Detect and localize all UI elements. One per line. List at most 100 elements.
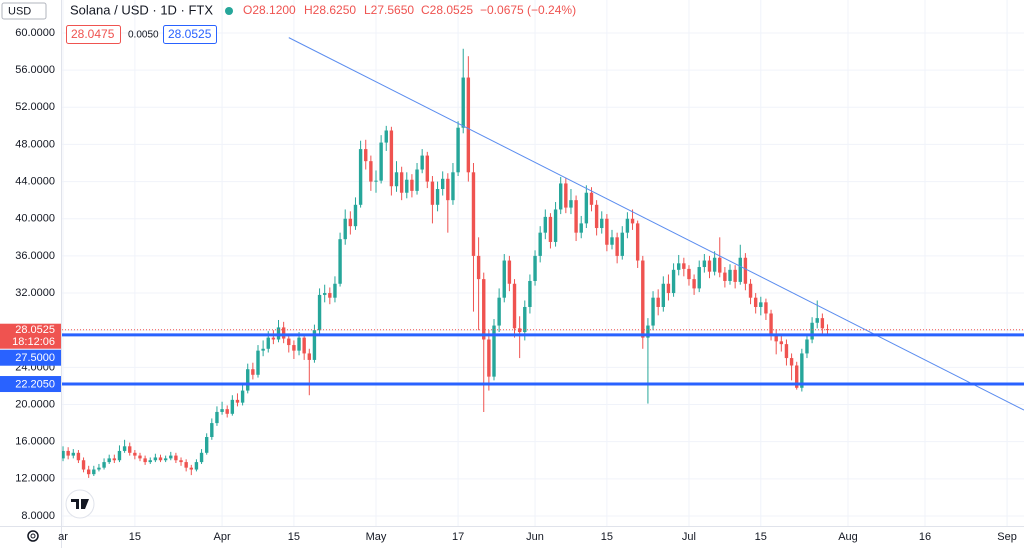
candle-body	[810, 322, 814, 340]
candle-body	[240, 390, 245, 403]
candle-body	[497, 297, 501, 326]
y-tick-label: 52.0000	[15, 101, 55, 113]
candle-body	[548, 216, 553, 242]
candle-body	[210, 423, 214, 438]
candle-body	[512, 283, 517, 329]
candle-body	[81, 460, 86, 470]
x-tick-label: Jun	[526, 531, 544, 543]
buy-box[interactable]	[163, 25, 217, 44]
x-tick-label: 15	[288, 531, 300, 543]
candle-body	[384, 130, 388, 143]
candle-body	[759, 302, 763, 307]
x-tick-label: ar	[58, 531, 68, 543]
candle-body	[456, 127, 460, 173]
candle-body	[774, 334, 778, 342]
candle-body	[112, 458, 117, 461]
candle-body	[158, 457, 163, 461]
candle-body	[795, 365, 799, 388]
candle-body	[117, 450, 122, 461]
candle-body	[189, 467, 193, 470]
status-dot	[225, 7, 233, 15]
candle-body	[707, 260, 712, 272]
candle-body	[317, 294, 322, 331]
candle-body	[246, 369, 250, 391]
candle-body	[764, 302, 768, 314]
candle-body	[338, 239, 342, 284]
candle-body	[394, 172, 399, 187]
candle-body	[215, 411, 219, 424]
candle-body	[369, 161, 373, 182]
candle-body	[594, 204, 599, 229]
candle-body	[415, 169, 419, 191]
candle-body	[102, 462, 106, 468]
candle-body	[523, 306, 527, 333]
candle-body	[302, 337, 306, 354]
candle-body	[425, 155, 430, 182]
currency-label[interactable]: USD	[8, 5, 31, 17]
ask-price[interactable]: 28.0525	[168, 27, 212, 41]
candle-body	[153, 457, 158, 461]
candle-body	[143, 458, 147, 463]
candle-body	[666, 283, 671, 294]
candle-body	[533, 255, 537, 281]
candle-body	[769, 313, 773, 335]
candle-body	[671, 269, 676, 294]
candle-body	[405, 179, 409, 193]
candle-body	[656, 297, 660, 307]
candle-body	[420, 155, 424, 170]
candle-body	[353, 204, 358, 227]
candle-body	[553, 209, 558, 242]
candle-body	[220, 409, 224, 412]
candle-body	[677, 263, 681, 270]
candle-body	[651, 297, 655, 326]
candle-body	[122, 446, 127, 451]
currency-select[interactable]	[1, 2, 47, 20]
candle-body	[364, 149, 368, 162]
bid-price[interactable]: 28.0475	[71, 27, 115, 41]
x-tick-label: 16	[919, 531, 931, 543]
candle-body	[446, 178, 450, 201]
candle-body	[743, 257, 748, 284]
candle-body	[374, 180, 378, 182]
candle-body	[133, 452, 137, 456]
candle-body	[76, 452, 81, 461]
y-tick-label: 60.0000	[15, 27, 55, 39]
x-tick-label: Aug	[838, 531, 858, 543]
candle-body	[789, 358, 794, 366]
candle-body	[476, 255, 481, 280]
candle-body	[589, 192, 594, 205]
legend-open: O28.1200	[243, 3, 296, 17]
legend-high: H28.6250	[304, 3, 356, 17]
countdown-label: 18:12:06	[12, 336, 55, 348]
trend-line	[288, 37, 1024, 411]
candle-body	[179, 460, 183, 463]
candle-body	[702, 260, 707, 268]
y-tick-label: 48.0000	[15, 138, 55, 150]
y-tick-label: 56.0000	[15, 64, 55, 76]
spread: 0.0050	[128, 30, 159, 41]
x-tick-label: 15	[601, 531, 613, 543]
sell-box[interactable]	[66, 25, 121, 44]
candle-body	[169, 455, 173, 459]
candle-body	[471, 172, 476, 256]
candle-body	[748, 283, 753, 298]
candle-body	[687, 268, 691, 280]
candle-body	[266, 337, 270, 349]
candle-body	[507, 260, 512, 284]
candle-body	[543, 216, 548, 233]
price-line-badge	[0, 349, 61, 366]
candle-body	[225, 409, 229, 414]
candle-body	[579, 223, 583, 233]
candle-body	[738, 257, 742, 282]
tv-logo[interactable]	[65, 489, 95, 519]
candle-body	[328, 293, 332, 298]
candle-body	[461, 77, 465, 128]
candle-body	[292, 345, 296, 351]
settings-icon[interactable]	[27, 530, 39, 542]
candle-body	[86, 469, 91, 475]
candle-body	[256, 350, 260, 375]
candle-body	[610, 237, 614, 245]
candle-body	[800, 353, 804, 388]
candle-body	[630, 218, 635, 224]
candle-body	[348, 218, 353, 227]
